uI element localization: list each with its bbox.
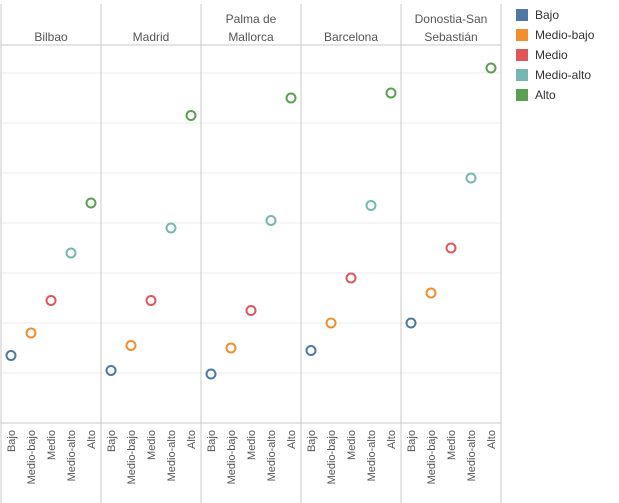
legend-label: Bajo xyxy=(535,8,560,22)
x-tick-label: Medio-alto xyxy=(266,430,278,481)
legend-swatch-medio-bajo xyxy=(516,29,528,41)
panel-header: Bilbao xyxy=(34,30,68,44)
legend-item-medio-bajo[interactable]: Medio-bajo xyxy=(516,25,594,45)
data-point xyxy=(285,92,297,104)
data-point xyxy=(165,222,177,234)
panel-header: Barcelona xyxy=(324,30,378,44)
data-point xyxy=(465,172,477,184)
panel-header: Palma de Mallorca xyxy=(226,12,277,44)
x-tick-label: Bajo xyxy=(106,430,118,452)
x-tick-label: Medio xyxy=(246,430,258,460)
x-tick-label: Medio-alto xyxy=(366,430,378,481)
x-tick-label: Alto xyxy=(486,430,498,449)
data-point xyxy=(305,345,317,356)
data-point xyxy=(245,305,257,316)
x-tick-label: Medio xyxy=(146,430,158,460)
x-tick-label: Medio-alto xyxy=(466,430,478,481)
data-point xyxy=(265,215,277,226)
data-point xyxy=(145,295,157,306)
data-point xyxy=(25,327,37,339)
data-point xyxy=(345,272,357,284)
data-point xyxy=(485,62,497,74)
legend-item-bajo[interactable]: Bajo xyxy=(516,5,594,25)
data-point xyxy=(185,110,197,121)
legend-swatch-bajo xyxy=(516,9,528,21)
legend: Bajo Medio-bajo Medio Medio-alto Alto xyxy=(516,5,594,105)
data-point xyxy=(45,295,57,306)
x-tick-label: Bajo xyxy=(406,430,418,452)
x-tick-label: Medio-alto xyxy=(66,430,78,481)
x-tick-label: Bajo xyxy=(6,430,18,452)
data-point xyxy=(205,368,217,380)
x-tick-label: Medio-bajo xyxy=(226,430,238,484)
data-point xyxy=(405,317,417,329)
data-point xyxy=(65,247,77,259)
data-point xyxy=(325,317,337,329)
legend-label: Medio-alto xyxy=(535,68,592,82)
x-tick-label: Medio-bajo xyxy=(326,430,338,484)
legend-label: Medio xyxy=(535,48,568,62)
data-point xyxy=(385,87,397,99)
data-point xyxy=(425,287,437,299)
x-tick-label: Alto xyxy=(386,430,398,449)
x-tick-label: Alto xyxy=(186,430,198,449)
x-tick-label: Alto xyxy=(86,430,98,449)
x-tick-label: Medio-bajo xyxy=(426,430,438,484)
legend-swatch-medio xyxy=(516,49,528,61)
legend-label: Alto xyxy=(535,88,556,102)
x-tick-label: Medio xyxy=(46,430,58,460)
data-point xyxy=(365,200,377,211)
legend-label: Medio-bajo xyxy=(535,28,595,42)
data-point xyxy=(125,340,137,351)
x-tick-label: Bajo xyxy=(206,430,218,452)
legend-item-medio[interactable]: Medio xyxy=(516,45,594,65)
legend-item-alto[interactable]: Alto xyxy=(516,85,594,105)
x-tick-label: Medio-alto xyxy=(166,430,178,481)
legend-swatch-alto xyxy=(516,89,528,101)
data-point xyxy=(445,242,457,254)
x-tick-label: Medio-bajo xyxy=(26,430,38,484)
panel-header: Donostia-San Sebastián xyxy=(415,12,488,44)
data-point xyxy=(105,365,117,376)
x-tick-label: Medio-bajo xyxy=(126,430,138,484)
legend-item-medio-alto[interactable]: Medio-alto xyxy=(516,65,594,85)
data-point xyxy=(85,197,97,209)
panel-header: Madrid xyxy=(133,30,170,44)
data-point xyxy=(5,350,17,361)
x-tick-label: Medio xyxy=(346,430,358,460)
legend-swatch-medio-alto xyxy=(516,69,528,81)
x-tick-label: Medio xyxy=(446,430,458,460)
data-point xyxy=(225,342,237,354)
x-tick-label: Alto xyxy=(286,430,298,449)
x-tick-label: Bajo xyxy=(306,430,318,452)
